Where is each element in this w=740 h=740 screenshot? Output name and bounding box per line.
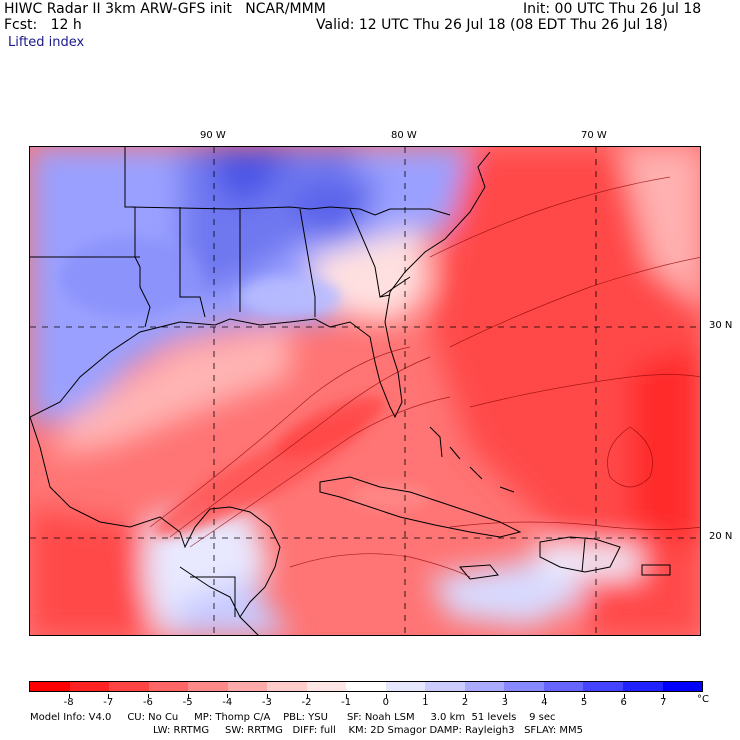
color-swatch <box>69 682 110 691</box>
color-swatch <box>306 682 347 691</box>
scale-tick <box>147 694 149 698</box>
lon-label-90w: 90 W <box>200 130 226 141</box>
scale-tick-label: 0 <box>382 697 389 708</box>
field-name: Lifted index <box>8 35 85 50</box>
color-swatch <box>30 682 70 691</box>
scale-tick <box>227 694 229 698</box>
color-swatch <box>346 682 386 691</box>
scale-tick-label: -1 <box>341 697 352 708</box>
scale-tick <box>346 694 348 698</box>
color-swatch <box>109 682 149 691</box>
coastlines <box>30 147 671 635</box>
lat-lon-grid <box>30 147 700 635</box>
scale-tick <box>623 694 625 698</box>
scale-tick-label: 6 <box>620 697 627 708</box>
color-scale-bar <box>29 681 703 692</box>
scale-tick <box>465 694 467 698</box>
color-swatch <box>543 682 584 691</box>
scale-tick <box>306 694 308 698</box>
color-swatch <box>622 682 663 691</box>
color-swatch <box>267 682 307 691</box>
scale-tick-label: -6 <box>142 697 153 708</box>
color-swatch <box>385 682 426 691</box>
scale-tick <box>584 694 586 698</box>
scale-tick-label: 1 <box>422 697 429 708</box>
color-swatch <box>464 682 505 691</box>
forecast-hour: Fcst: 12 h <box>4 17 82 33</box>
scale-tick-label: 4 <box>541 697 548 708</box>
scale-tick-label: -5 <box>182 697 193 708</box>
scale-tick-label: 3 <box>501 697 508 708</box>
lon-label-70w: 70 W <box>581 130 607 141</box>
valid-time: Valid: 12 UTC Thu 26 Jul 18 (08 EDT Thu … <box>316 17 668 33</box>
scale-tick-label: -3 <box>261 697 272 708</box>
scale-tick <box>425 694 427 698</box>
color-swatch <box>583 682 623 691</box>
map-title: HIWC Radar II 3km ARW-GFS init NCAR/MMM <box>4 1 326 17</box>
scale-tick-label: 2 <box>461 697 469 708</box>
color-swatch <box>188 682 228 691</box>
color-swatch <box>148 682 189 691</box>
lifted-index-map <box>30 147 700 635</box>
color-scale-unit: °C <box>697 694 709 705</box>
model-info-line1: Model Info: V4.0 CU: No Cu MP: Thomp C/A… <box>30 712 556 723</box>
scale-tick-label: -7 <box>103 697 114 708</box>
scale-tick <box>385 694 387 698</box>
init-time: Init: 00 UTC Thu 26 Jul 18 <box>523 1 702 17</box>
color-swatch <box>504 682 544 691</box>
lon-label-80w: 80 W <box>391 130 417 141</box>
scale-tick-label: -4 <box>222 697 233 708</box>
color-swatch <box>227 682 268 691</box>
scale-tick <box>68 694 70 698</box>
scale-tick <box>544 694 546 698</box>
scale-tick-label: 7 <box>660 697 667 708</box>
scale-tick <box>266 694 268 698</box>
scale-tick <box>187 694 189 698</box>
color-swatch <box>425 682 465 691</box>
map-panel <box>29 146 701 636</box>
model-info-line2: LW: RRTMG SW: RRTMG DIFF: full KM: 2D Sm… <box>153 725 583 736</box>
color-swatch <box>662 682 703 691</box>
scale-tick <box>504 694 506 698</box>
scale-tick-label: -8 <box>63 697 74 708</box>
lat-label-20n: 20 N <box>709 531 733 542</box>
contour-lines <box>149 176 700 578</box>
scale-tick-label: -2 <box>301 697 312 708</box>
scale-tick <box>663 694 665 698</box>
scale-tick <box>108 694 110 698</box>
scale-tick-label: 5 <box>580 697 588 708</box>
lat-label-30n: 30 N <box>709 320 733 331</box>
